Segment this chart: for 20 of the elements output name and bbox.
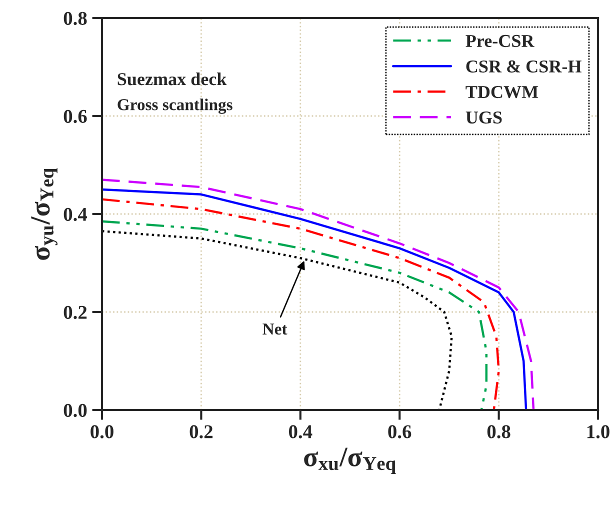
y-tick-label: 0.0 (64, 404, 87, 418)
x-tick-label: 0.4 (288, 425, 312, 438)
x-tick-label: 0.8 (487, 425, 510, 438)
annotation: Suezmax deck (118, 72, 227, 86)
annotation: Gross scantlings (118, 98, 232, 114)
legend-label: CSR & CSR-H (466, 60, 582, 73)
y-axis-title: σ$_{yu}$/σ$_{Yeq}$ (31, 168, 58, 260)
y-tick-label: 0.6 (64, 110, 87, 124)
legend-label: UGS (466, 111, 502, 124)
y-tick-label: 0.2 (64, 306, 87, 320)
legend-label: Pre-CSR (466, 34, 534, 48)
x-tick-label: 1.0 (587, 425, 610, 438)
legend-label: TDCWM (466, 86, 538, 98)
x-tick-label: 0.0 (90, 425, 114, 438)
x-tick-label: 0.6 (388, 425, 412, 438)
x-axis-title: σ$_{xu}$/σ$_{Yeq}$ (304, 448, 396, 474)
x-tick-label: 0.2 (190, 425, 213, 438)
annotation: Net (262, 324, 288, 335)
y-tick-label: 0.8 (64, 12, 87, 26)
y-tick-label: 0.4 (64, 208, 88, 222)
